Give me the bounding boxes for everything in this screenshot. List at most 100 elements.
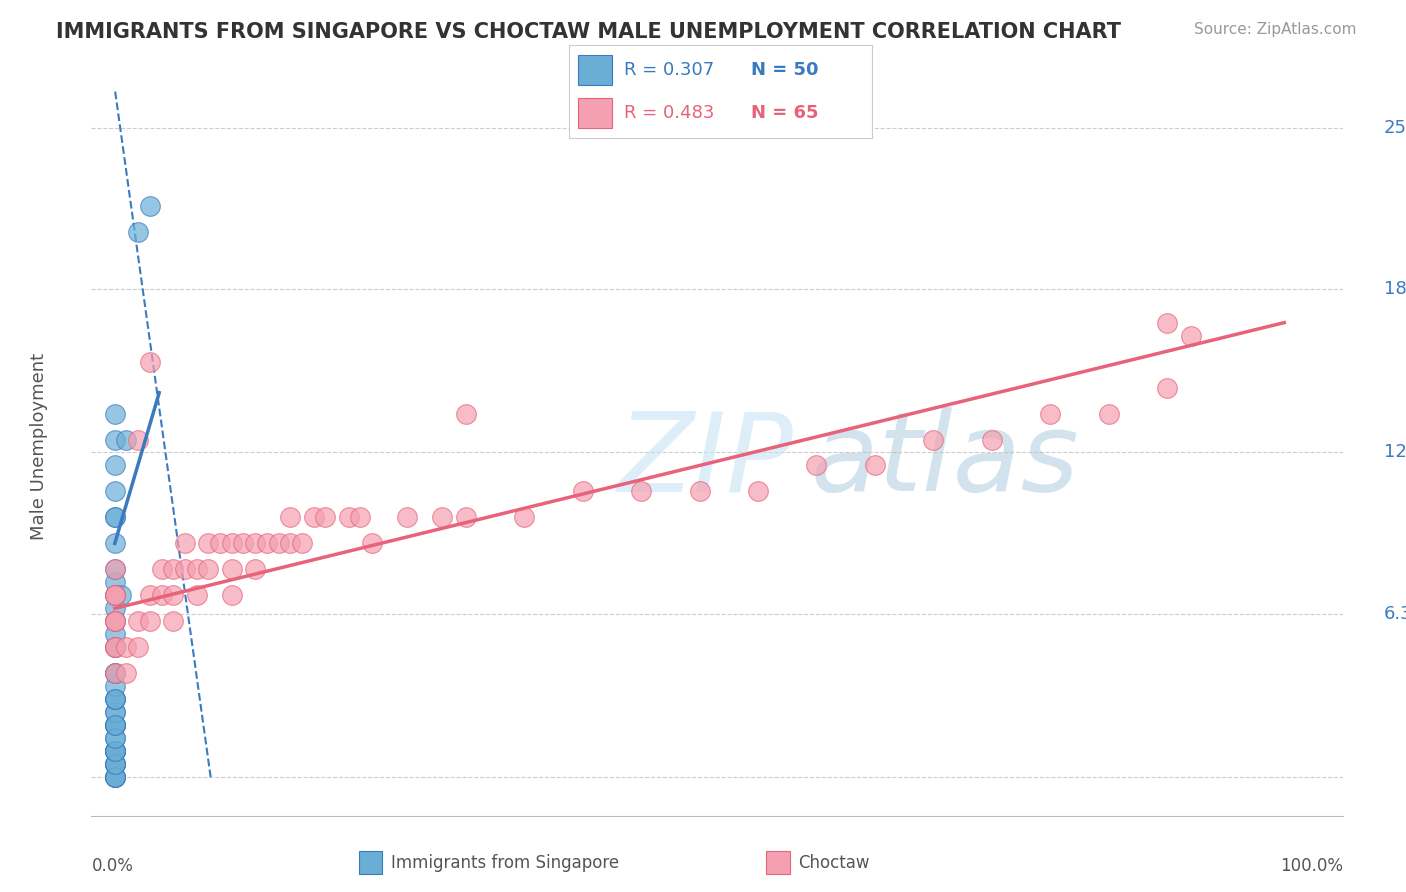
Point bbox=[104, 666, 127, 681]
Point bbox=[208, 536, 231, 550]
Point bbox=[104, 718, 127, 732]
Point bbox=[689, 484, 711, 499]
Point bbox=[150, 562, 173, 576]
Point bbox=[104, 692, 127, 706]
Point bbox=[104, 458, 127, 473]
Point bbox=[104, 757, 127, 772]
Point bbox=[104, 770, 127, 784]
Text: 18.8%: 18.8% bbox=[1384, 280, 1406, 298]
Point bbox=[104, 731, 127, 746]
Text: N = 65: N = 65 bbox=[751, 104, 818, 122]
Point bbox=[104, 615, 127, 629]
Point bbox=[104, 706, 127, 720]
Point bbox=[162, 562, 184, 576]
Point bbox=[104, 666, 127, 681]
Point bbox=[1039, 407, 1062, 421]
Point bbox=[630, 484, 652, 499]
Text: 6.3%: 6.3% bbox=[1384, 605, 1406, 623]
Point bbox=[1156, 316, 1178, 330]
Point bbox=[174, 562, 197, 576]
Point bbox=[104, 744, 127, 758]
Point bbox=[243, 536, 266, 550]
Point bbox=[396, 510, 419, 524]
Point bbox=[104, 770, 127, 784]
Point bbox=[104, 433, 127, 447]
Point bbox=[104, 770, 127, 784]
Point bbox=[806, 458, 828, 473]
Point bbox=[127, 225, 149, 239]
Point bbox=[104, 640, 127, 655]
Point bbox=[104, 718, 127, 732]
Text: R = 0.483: R = 0.483 bbox=[624, 104, 714, 122]
Point bbox=[139, 588, 162, 602]
Point bbox=[243, 562, 266, 576]
Point bbox=[454, 407, 477, 421]
Point bbox=[104, 601, 127, 615]
Point bbox=[104, 757, 127, 772]
Point bbox=[104, 666, 127, 681]
Point bbox=[361, 536, 384, 550]
Point bbox=[104, 744, 127, 758]
Point bbox=[104, 588, 127, 602]
Point bbox=[104, 770, 127, 784]
Point bbox=[747, 484, 769, 499]
Text: 25.0%: 25.0% bbox=[1384, 119, 1406, 136]
Point bbox=[1156, 380, 1178, 394]
Point bbox=[127, 615, 149, 629]
Point bbox=[104, 640, 127, 655]
Point bbox=[104, 615, 127, 629]
Point bbox=[115, 640, 138, 655]
Point bbox=[139, 615, 162, 629]
Point bbox=[186, 588, 208, 602]
Text: N = 50: N = 50 bbox=[751, 61, 818, 78]
Text: Male Unemployment: Male Unemployment bbox=[30, 352, 48, 540]
Point bbox=[104, 407, 127, 421]
Point bbox=[104, 588, 127, 602]
Point bbox=[337, 510, 360, 524]
Point bbox=[150, 588, 173, 602]
Point bbox=[256, 536, 278, 550]
Text: Immigrants from Singapore: Immigrants from Singapore bbox=[391, 855, 619, 872]
Text: Choctaw: Choctaw bbox=[799, 855, 870, 872]
Text: atlas: atlas bbox=[811, 408, 1080, 515]
Point bbox=[174, 536, 197, 550]
Point bbox=[197, 562, 219, 576]
Point bbox=[104, 640, 127, 655]
Point bbox=[104, 744, 127, 758]
Point bbox=[104, 692, 127, 706]
Point bbox=[162, 588, 184, 602]
Point bbox=[278, 510, 301, 524]
Point bbox=[267, 536, 290, 550]
Point bbox=[221, 536, 243, 550]
FancyBboxPatch shape bbox=[578, 55, 612, 85]
Point bbox=[104, 770, 127, 784]
Point bbox=[104, 575, 127, 590]
Point bbox=[104, 640, 127, 655]
Point bbox=[104, 757, 127, 772]
Text: ZIP: ZIP bbox=[617, 408, 793, 515]
Point bbox=[110, 588, 132, 602]
Text: IMMIGRANTS FROM SINGAPORE VS CHOCTAW MALE UNEMPLOYMENT CORRELATION CHART: IMMIGRANTS FROM SINGAPORE VS CHOCTAW MAL… bbox=[56, 22, 1121, 42]
Point bbox=[127, 433, 149, 447]
Point bbox=[221, 588, 243, 602]
Point bbox=[863, 458, 886, 473]
Text: 0.0%: 0.0% bbox=[91, 857, 134, 875]
Point bbox=[1180, 328, 1202, 343]
Point bbox=[104, 744, 127, 758]
Point bbox=[104, 615, 127, 629]
Point bbox=[186, 562, 208, 576]
Point bbox=[104, 510, 127, 524]
Point bbox=[571, 484, 593, 499]
Point bbox=[139, 354, 162, 368]
Point bbox=[104, 484, 127, 499]
Point bbox=[104, 757, 127, 772]
Point bbox=[127, 640, 149, 655]
Point bbox=[104, 562, 127, 576]
Point bbox=[197, 536, 219, 550]
Point bbox=[104, 718, 127, 732]
Point bbox=[115, 666, 138, 681]
Point bbox=[104, 692, 127, 706]
Point bbox=[337, 0, 360, 5]
Point bbox=[104, 588, 127, 602]
Point bbox=[104, 536, 127, 550]
